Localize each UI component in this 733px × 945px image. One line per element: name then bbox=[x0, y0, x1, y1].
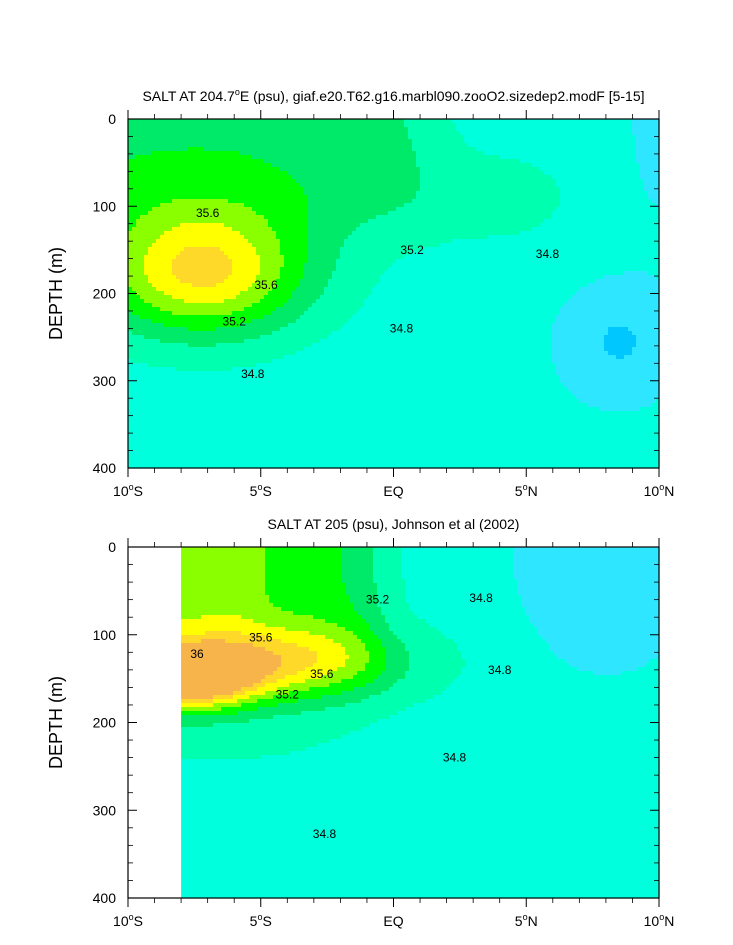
contour-label: 35.6 bbox=[196, 206, 220, 220]
x-tick-label: 5oS bbox=[250, 482, 272, 499]
x-tick-label: 5oN bbox=[515, 482, 538, 499]
contour-label: 35.6 bbox=[249, 630, 273, 644]
y-axis-label: DEPTH (m) bbox=[46, 247, 66, 340]
contour-label: 35.2 bbox=[223, 314, 247, 328]
y-tick-label: 400 bbox=[93, 460, 117, 476]
contour-label: 35.2 bbox=[400, 243, 424, 257]
x-tick-label: 5oN bbox=[515, 912, 538, 929]
salinity-fill bbox=[181, 547, 660, 899]
contour-label: 34.8 bbox=[241, 367, 265, 381]
contour-label: 35.6 bbox=[254, 278, 278, 292]
y-tick-label: 100 bbox=[93, 627, 117, 643]
chart-title: SALT AT 204.7oE (psu), giaf.e20.T62.g16.… bbox=[142, 87, 644, 104]
x-tick-label: 10oS bbox=[113, 912, 143, 929]
panel-1: 0 100 200 300 400 10oS 5oS EQ 5oN 10oN SALT AT 204… bbox=[46, 87, 674, 499]
panel-2: 0 100 200 300 400 10oS 5oS EQ 5oN 10oN SALT AT 205… bbox=[46, 516, 674, 929]
y-tick-label: 300 bbox=[93, 802, 117, 818]
x-tick-label: 10oS bbox=[113, 482, 143, 499]
contour-label: 34.8 bbox=[536, 247, 560, 261]
x-tick-label: 10oN bbox=[644, 912, 675, 929]
y-tick-label: 0 bbox=[108, 539, 116, 555]
chart-title: SALT AT 205 (psu), Johnson et al (2002) bbox=[268, 516, 520, 532]
y-tick-label: 400 bbox=[93, 890, 117, 906]
x-tick-label: 10oN bbox=[644, 482, 675, 499]
contour-label: 34.8 bbox=[488, 663, 512, 677]
x-tick-label: EQ bbox=[383, 483, 403, 499]
contour-label: 34.8 bbox=[469, 591, 493, 605]
contour-label: 35.6 bbox=[310, 667, 334, 681]
salinity-fill bbox=[128, 119, 660, 469]
y-tick-label: 200 bbox=[93, 286, 117, 302]
contour-label: 34.8 bbox=[443, 751, 467, 765]
contour-label: 35.2 bbox=[366, 593, 390, 607]
contour-label: 34.8 bbox=[390, 321, 414, 335]
y-tick-label: 0 bbox=[108, 111, 116, 127]
y-axis-label: DEPTH (m) bbox=[46, 676, 66, 769]
contour-label: 36 bbox=[190, 647, 204, 661]
x-tick-label: 5oS bbox=[250, 912, 272, 929]
y-tick-label: 100 bbox=[93, 198, 117, 214]
y-tick-label: 300 bbox=[93, 373, 117, 389]
y-tick-label: 200 bbox=[93, 715, 117, 731]
x-tick-label: EQ bbox=[383, 913, 403, 929]
contour-label: 34.8 bbox=[313, 827, 337, 841]
contour-label: 35.2 bbox=[276, 687, 300, 701]
